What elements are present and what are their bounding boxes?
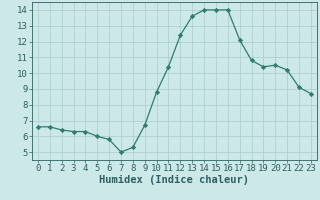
- X-axis label: Humidex (Indice chaleur): Humidex (Indice chaleur): [100, 175, 249, 185]
